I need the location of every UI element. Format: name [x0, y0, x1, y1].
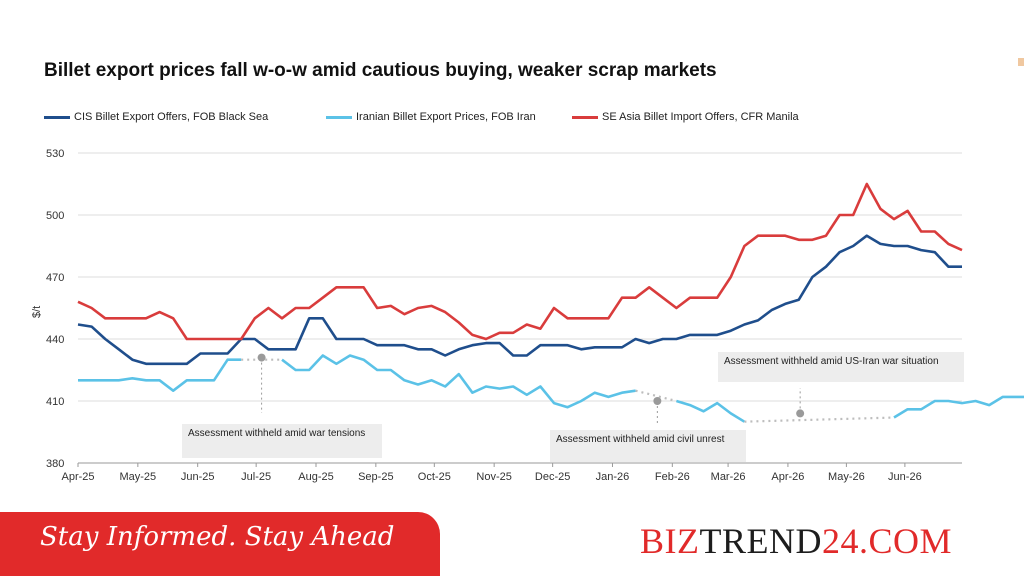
brand-part-biz: BIZ: [640, 521, 700, 561]
tagline: Stay Informed. Stay Ahead: [40, 522, 395, 552]
y-tick-label: 500: [46, 210, 64, 222]
footer: Stay Informed. Stay Ahead BIZTREND24.COM: [0, 512, 1024, 576]
series-line-iran: [676, 399, 746, 423]
annotation-war-tensions: Assessment withheld amid war tensions: [182, 424, 382, 458]
edge-mark: [1018, 58, 1024, 66]
x-tick-label: Dec-25: [535, 471, 570, 483]
x-tick-label: Aug-25: [298, 471, 333, 483]
legend-label-cis: CIS Billet Export Offers, FOB Black Sea: [74, 111, 269, 123]
x-tick-label: Jun-25: [181, 471, 215, 483]
series-line-iran: [281, 354, 636, 409]
brand-part-trend: TREND: [699, 521, 822, 561]
series-line-iran: [78, 358, 242, 392]
legend-item-cis: CIS Billet Export Offers, FOB Black Sea: [44, 111, 268, 123]
annotation-dot: [796, 409, 805, 418]
annotation-dot: [653, 397, 662, 405]
annotation-us-iran: Assessment withheld amid US-Iran war sit…: [718, 352, 964, 382]
legend-item-iran: Iranian Billet Export Prices, FOB Iran: [326, 111, 536, 123]
x-tick-label: Sep-25: [358, 471, 393, 483]
x-tick-label: Apr-26: [771, 471, 804, 483]
x-tick-label: Nov-25: [476, 471, 511, 483]
brand-part-24com: 24.COM: [822, 521, 953, 561]
series-line-iran: [893, 395, 1024, 419]
x-tick-label: Jul-25: [241, 471, 271, 483]
y-tick-label: 440: [46, 334, 64, 346]
legend-label-sea: SE Asia Billet Import Offers, CFR Manila: [602, 111, 799, 123]
brand-logo[interactable]: BIZTREND24.COM: [640, 520, 952, 562]
x-tick-label: Jan-26: [596, 471, 630, 483]
legend-swatch-sea: [572, 115, 598, 119]
footer-banner: Stay Informed. Stay Ahead: [0, 512, 440, 576]
x-tick-label: May-25: [119, 471, 156, 483]
series-line-cis: [77, 234, 962, 366]
x-tick-label: Feb-26: [655, 471, 690, 483]
legend-label-iran: Iranian Billet Export Prices, FOB Iran: [356, 111, 536, 123]
legend-item-sea: SE Asia Billet Import Offers, CFR Manila: [572, 111, 799, 123]
legend-swatch-iran: [326, 115, 352, 119]
chart-title: Billet export prices fall w-o-w amid cau…: [44, 60, 717, 81]
y-tick-label: 410: [46, 396, 64, 408]
x-tick-label: Apr-25: [61, 471, 94, 483]
y-tick-label: 380: [46, 458, 64, 470]
withheld-gap-connector: [635, 389, 677, 403]
x-tick-label: Oct-25: [418, 471, 451, 483]
withheld-gap-connector: [744, 416, 895, 423]
x-tick-label: May-26: [828, 471, 865, 483]
legend-swatch-cis: [44, 115, 70, 119]
series-line-sea: [77, 182, 963, 341]
x-tick-label: Jun-26: [888, 471, 922, 483]
line-chart: 530 500 470 440 410 380 $/t Apr-25 May-25 Jun-25 J…: [31, 148, 1024, 483]
y-axis-label: $/t: [31, 306, 43, 318]
x-tick-label: Mar-26: [711, 471, 746, 483]
y-tick-label: 530: [46, 148, 64, 160]
y-tick-label: 470: [46, 272, 64, 284]
annotation-civil-unrest: Assessment withheld amid civil unrest: [550, 430, 746, 462]
annotation-dot: [257, 353, 266, 362]
